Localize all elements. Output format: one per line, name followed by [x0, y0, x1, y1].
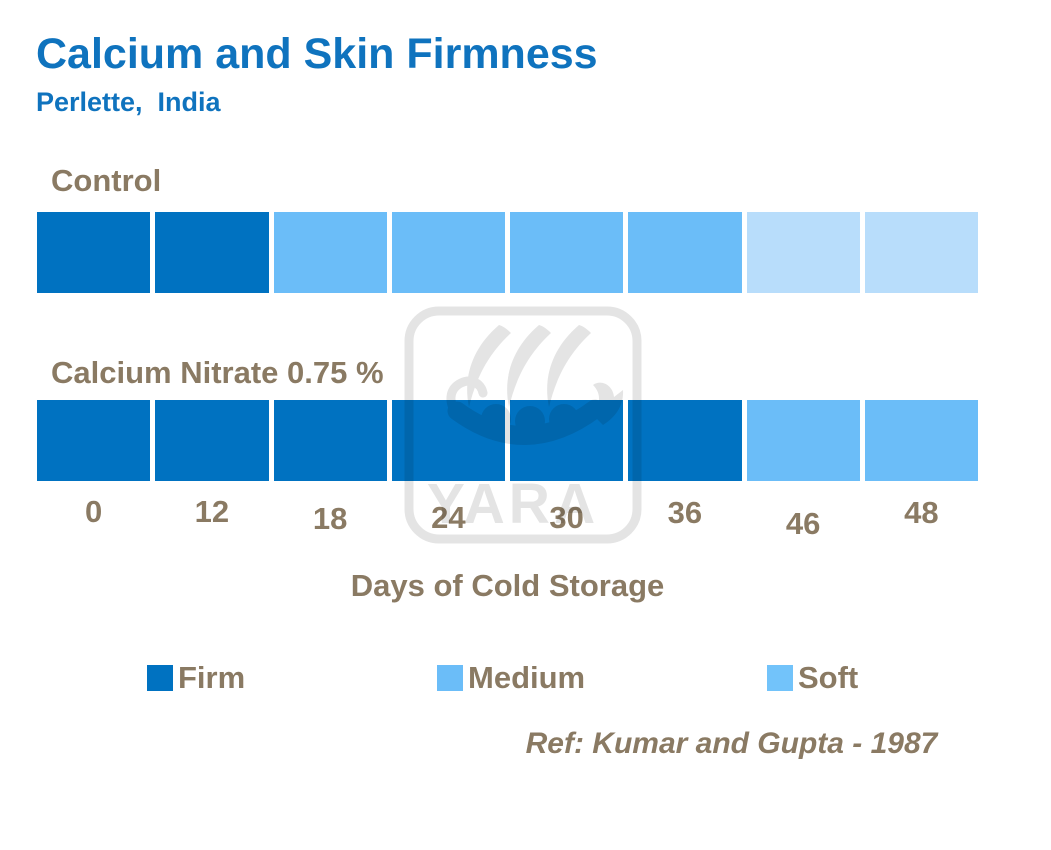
bar-segment-firm — [391, 400, 505, 481]
x-tick-cell: 12 — [155, 494, 268, 530]
bar-segment-firm — [510, 400, 624, 481]
chart-title: Calcium and Skin Firmness — [36, 30, 598, 78]
bar-row — [37, 400, 978, 481]
x-tick-cell: 36 — [628, 494, 741, 530]
bar-segment-firm — [155, 212, 269, 293]
x-tick-label: 24 — [431, 500, 466, 535]
legend-item-soft: Soft — [767, 661, 858, 695]
x-tick-label: 30 — [549, 500, 584, 535]
x-tick-label: 46 — [785, 506, 821, 541]
x-tick-cell: 24 — [392, 494, 505, 535]
x-tick-cell: 0 — [37, 494, 150, 530]
x-tick-cell: 18 — [274, 494, 387, 536]
reference-text: Ref: Kumar and Gupta - 1987 — [525, 727, 938, 760]
bar-segment-firm — [273, 400, 387, 481]
bar-segment-medium — [273, 212, 387, 293]
x-tick-cell: 46 — [747, 494, 860, 541]
series-label: Control — [51, 163, 162, 198]
bar-row — [37, 212, 978, 293]
legend-swatch — [147, 665, 173, 691]
bar-segment-firm — [37, 400, 151, 481]
bar-segment-medium — [628, 212, 742, 293]
bar-segment-firm — [628, 400, 742, 481]
bar-segment-soft — [864, 212, 978, 293]
legend-item-firm: Firm — [147, 661, 245, 695]
x-tick-cell: 30 — [510, 494, 623, 535]
x-tick-label: 36 — [667, 495, 703, 530]
legend-label: Firm — [178, 660, 246, 695]
bar-segment-medium — [746, 400, 860, 481]
series-label: Calcium Nitrate 0.75 % — [51, 355, 384, 390]
x-axis-title: Days of Cold Storage — [350, 568, 665, 603]
legend-item-medium: Medium — [437, 661, 585, 695]
legend-label: Soft — [798, 660, 859, 695]
bar-segment-medium — [864, 400, 978, 481]
bar-segment-soft — [746, 212, 860, 293]
bar-segment-medium — [510, 212, 624, 293]
legend-label: Medium — [468, 660, 586, 695]
bar-segment-medium — [391, 212, 505, 293]
x-tick-label: 18 — [312, 501, 348, 536]
legend-swatch — [437, 665, 463, 691]
wind-crescents-icon — [467, 325, 591, 407]
bar-segment-firm — [155, 400, 269, 481]
x-axis-tick-labels: 0 12 18 24 30 36 46 48 — [37, 494, 978, 541]
x-tick-label: 48 — [904, 495, 939, 530]
bar-segment-firm — [37, 212, 151, 293]
x-tick-label: 12 — [194, 494, 230, 529]
x-tick-label: 0 — [85, 494, 103, 529]
x-tick-cell: 48 — [865, 494, 978, 530]
legend-swatch — [767, 665, 793, 691]
chart-subtitle: Perlette, India — [36, 87, 221, 117]
